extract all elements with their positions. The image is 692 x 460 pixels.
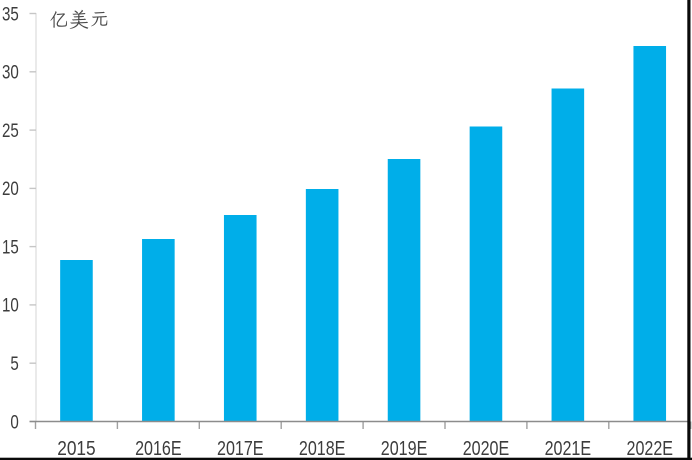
svg-text:2016E: 2016E <box>135 438 182 460</box>
svg-text:5: 5 <box>10 354 18 375</box>
svg-text:30: 30 <box>2 63 19 84</box>
svg-text:2019E: 2019E <box>381 438 428 460</box>
svg-text:2017E: 2017E <box>217 438 264 460</box>
svg-text:2022E: 2022E <box>627 438 674 460</box>
svg-text:35: 35 <box>2 4 19 25</box>
svg-text:2021E: 2021E <box>545 438 592 460</box>
svg-text:0: 0 <box>10 412 18 433</box>
svg-text:20: 20 <box>2 179 19 200</box>
svg-text:2015: 2015 <box>57 438 96 460</box>
svg-text:15: 15 <box>2 237 19 258</box>
svg-text:2018E: 2018E <box>299 438 346 460</box>
svg-text:10: 10 <box>2 296 19 317</box>
svg-text:2020E: 2020E <box>463 438 510 460</box>
svg-text:25: 25 <box>2 121 19 142</box>
